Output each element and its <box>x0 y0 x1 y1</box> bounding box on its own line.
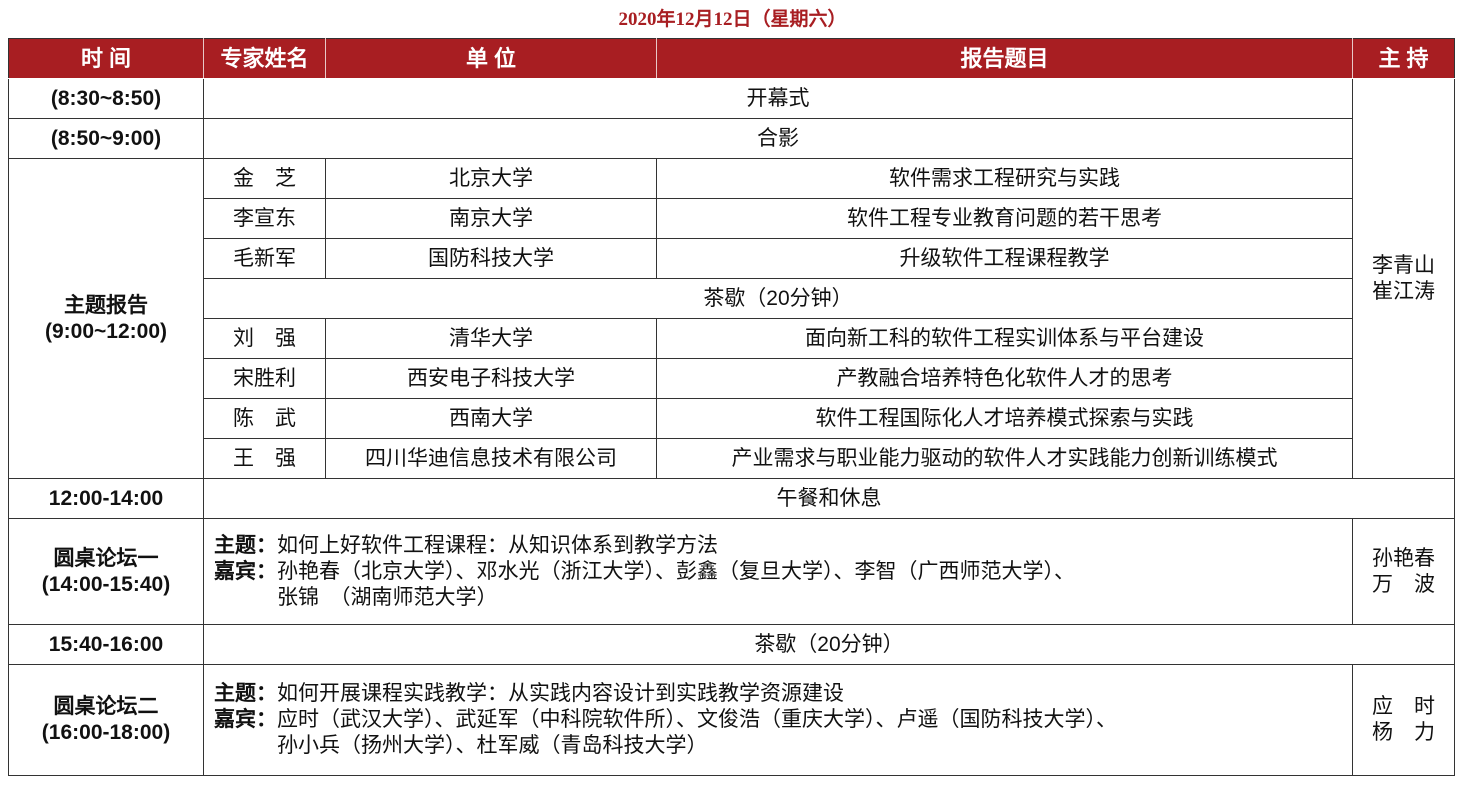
forum-guests: 孙艳春（北京大学）、邓水光（浙江大学）、彭鑫（复旦大学）、李智（广西师范大学）、 <box>277 559 1075 583</box>
table-row: 茶歇（20分钟） <box>9 278 1455 319</box>
forum-topic: 如何上好软件工程课程：从知识体系到教学方法 <box>277 533 718 557</box>
guests-label: 嘉宾： <box>214 559 277 583</box>
table-row: (8:30~8:50) 开幕式 李青山 崔江涛 <box>8 78 1455 479</box>
forum-cell: 主题：如何上好软件工程课程：从知识体系到教学方法 嘉宾：孙艳春（北京大学）、邓水… <box>203 518 1353 625</box>
event-cell: 合影 <box>203 118 1353 159</box>
host-name: 崔江涛 <box>1372 279 1435 303</box>
break-cell: 茶歇（20分钟） <box>203 278 1353 319</box>
time-cell: 圆桌论坛二 (16:00-18:00) <box>8 664 204 776</box>
host-name: 万 波 <box>1372 572 1435 596</box>
header-row: 时 间 专家姓名 单 位 报告题目 主 持 <box>8 38 1455 79</box>
topic-cell: 软件工程专业教育问题的若干思考 <box>656 198 1353 239</box>
expert-name: 宋胜利 <box>203 358 326 399</box>
table-row: 宋胜利 西安电子科技大学 产教融合培养特色化软件人才的思考 <box>9 358 1455 399</box>
host-name: 杨 力 <box>1372 721 1435 744</box>
header-unit: 单 位 <box>325 38 657 79</box>
topic-label: 主题： <box>214 533 277 557</box>
expert-name: 刘 强 <box>203 318 326 359</box>
session-label: 主题报告 <box>64 293 148 317</box>
host-cell: 孙艳春万 波 <box>1352 518 1455 625</box>
table-row: (8:50~9:00) 合影 <box>8 118 1455 159</box>
unit-cell: 南京大学 <box>325 198 657 239</box>
topic-cell: 产教融合培养特色化软件人才的思考 <box>656 358 1353 399</box>
forum-guests: 孙小兵（扬州大学）、杜军威（青岛科技大学） <box>277 734 708 757</box>
session-time: (14:00-15:40) <box>41 572 171 596</box>
table-row: 主题报告 (9:00~12:00) 金 芝 北京大学 软件需求工程研究与实践 <box>8 158 1455 479</box>
host-name: 应 时 <box>1372 695 1435 718</box>
table-row: 毛新军 国防科技大学 升级软件工程课程教学 <box>9 238 1455 279</box>
table-row: 王 强 四川华迪信息技术有限公司 产业需求与职业能力驱动的软件人才实践能力创新训… <box>9 438 1455 479</box>
table-row: 15:40-16:00 茶歇（20分钟） <box>8 624 1455 665</box>
session-time: (16:00-18:00) <box>41 721 171 744</box>
session-time: (9:00~12:00) <box>45 319 167 343</box>
topic-cell: 软件需求工程研究与实践 <box>656 158 1353 199</box>
event-cell: 午餐和休息 <box>203 478 1455 519</box>
unit-cell: 西南大学 <box>325 398 657 439</box>
expert-name: 陈 武 <box>203 398 326 439</box>
page-title: 2020年12月12日（星期六） <box>618 9 847 30</box>
expert-name: 李宣东 <box>203 198 326 239</box>
forum-topic: 如何开展课程实践教学：从实践内容设计到实践教学资源建设 <box>277 682 844 705</box>
table-row: 陈 武 西南大学 软件工程国际化人才培养模式探索与实践 <box>9 398 1455 439</box>
session-label: 圆桌论坛一 <box>53 546 159 570</box>
session-label: 圆桌论坛二 <box>53 695 159 718</box>
expert-name: 金 芝 <box>203 158 326 199</box>
forum-guests: 应时（武汉大学）、武延军（中科院软件所）、文俊浩（重庆大学）、卢遥（国防科技大学… <box>277 708 1117 731</box>
guests-label: 嘉宾： <box>214 708 277 731</box>
topic-label: 主题： <box>214 682 277 705</box>
table-row: 圆桌论坛二 (16:00-18:00) 主题：如何开展课程实践教学：从实践内容设计… <box>8 664 1455 776</box>
table-row: 刘 强 清华大学 面向新工科的软件工程实训体系与平台建设 <box>9 318 1455 359</box>
table-row: 12:00-14:00 午餐和休息 <box>8 478 1455 519</box>
forum-guests: 张锦 （湖南师范大学） <box>277 585 498 609</box>
topic-cell: 面向新工科的软件工程实训体系与平台建设 <box>656 318 1353 359</box>
table-row: 圆桌论坛一 (14:00-15:40) 主题：如何上好软件工程课程：从知识体系到教… <box>8 518 1455 625</box>
time-cell: 圆桌论坛一 (14:00-15:40) <box>8 518 204 625</box>
host-name: 李青山 <box>1372 253 1435 277</box>
time-cell: (8:30~8:50) <box>8 78 204 119</box>
event-cell: 茶歇（20分钟） <box>203 624 1455 665</box>
unit-cell: 清华大学 <box>325 318 657 359</box>
header-topic: 报告题目 <box>656 38 1353 79</box>
header-host: 主 持 <box>1352 38 1455 79</box>
event-cell: 开幕式 <box>203 78 1353 119</box>
schedule-table: 时 间 专家姓名 单 位 报告题目 主 持 (8:30~8:50) 开幕式 李青… <box>8 38 1455 776</box>
expert-name: 毛新军 <box>203 238 326 279</box>
topic-cell: 软件工程国际化人才培养模式探索与实践 <box>656 398 1353 439</box>
time-cell: 15:40-16:00 <box>8 624 204 665</box>
host-name: 孙艳春 <box>1372 546 1435 570</box>
header-time: 时 间 <box>8 38 204 79</box>
forum-cell: 主题：如何开展课程实践教学：从实践内容设计到实践教学资源建设 嘉宾：应时（武汉大… <box>203 664 1353 776</box>
unit-cell: 国防科技大学 <box>325 238 657 279</box>
header-expert: 专家姓名 <box>203 38 326 79</box>
time-cell: 主题报告 (9:00~12:00) <box>8 158 204 479</box>
topic-cell: 升级软件工程课程教学 <box>656 238 1353 279</box>
unit-cell: 西安电子科技大学 <box>325 358 657 399</box>
expert-name: 王 强 <box>203 438 326 479</box>
topic-cell: 产业需求与职业能力驱动的软件人才实践能力创新训练模式 <box>656 438 1353 479</box>
unit-cell: 北京大学 <box>325 158 657 199</box>
table-row: 李宣东 南京大学 软件工程专业教育问题的若干思考 <box>9 198 1455 239</box>
host-cell: 李青山 崔江涛 <box>1352 78 1455 479</box>
time-cell: 12:00-14:00 <box>8 478 204 519</box>
host-cell: 应 时杨 力 <box>1352 664 1455 776</box>
unit-cell: 四川华迪信息技术有限公司 <box>325 438 657 479</box>
time-cell: (8:50~9:00) <box>8 118 204 159</box>
